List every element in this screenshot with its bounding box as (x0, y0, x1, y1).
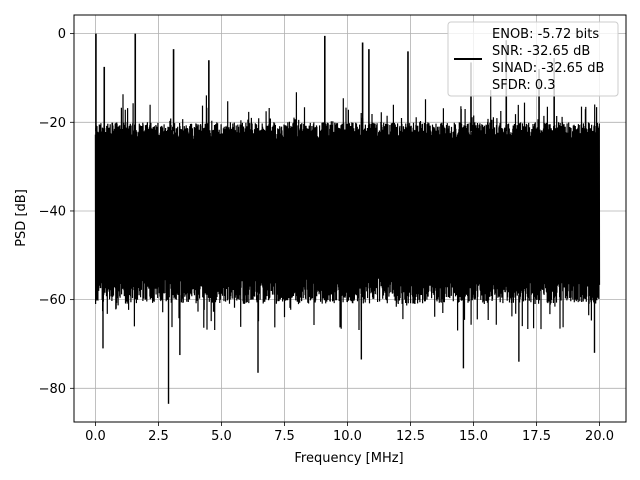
legend-box (447, 21, 619, 97)
y-tick-label: 0 (58, 27, 66, 42)
x-tick-label: 17.5 (522, 429, 551, 444)
x-axis-ticks: 0.0 2.5 5.0 7.5 10.0 12.5 15.0 17.5 20.0 (85, 422, 614, 444)
x-tick-label: 7.5 (274, 429, 295, 444)
series-line (94, 33, 601, 404)
x-tick-label: 0.0 (85, 429, 106, 444)
x-tick-label: 15.0 (459, 429, 488, 444)
x-tick-label: 2.5 (148, 429, 169, 444)
y-tick-label: −20 (39, 116, 66, 131)
x-tick-label: 5.0 (211, 429, 232, 444)
legend-text-snr: SNR: -32.65 dB (492, 44, 590, 59)
x-axis-label: Frequency [MHz] (294, 451, 403, 466)
y-axis-label: PSD [dB] (14, 189, 29, 247)
legend-text-sinad: SINAD: -32.65 dB (492, 61, 604, 76)
axes-frame (73, 14, 627, 423)
y-tick-label: −40 (39, 204, 66, 219)
legend-text-sfdr: SFDR: 0.3 (492, 78, 556, 93)
x-tick-label: 12.5 (396, 429, 425, 444)
psd-trace (94, 90, 601, 331)
y-axis-ticks: 0 −20 −40 −60 −80 (39, 27, 74, 397)
x-tick-label: 20.0 (585, 429, 614, 444)
legend: ENOB: -5.72 bits SNR: -32.65 dB SINAD: -… (447, 21, 619, 97)
x-tick-label: 10.0 (333, 429, 362, 444)
y-tick-label: −80 (39, 382, 66, 397)
y-tick-label: −60 (39, 293, 66, 308)
legend-text-enob: ENOB: -5.72 bits (492, 27, 599, 42)
